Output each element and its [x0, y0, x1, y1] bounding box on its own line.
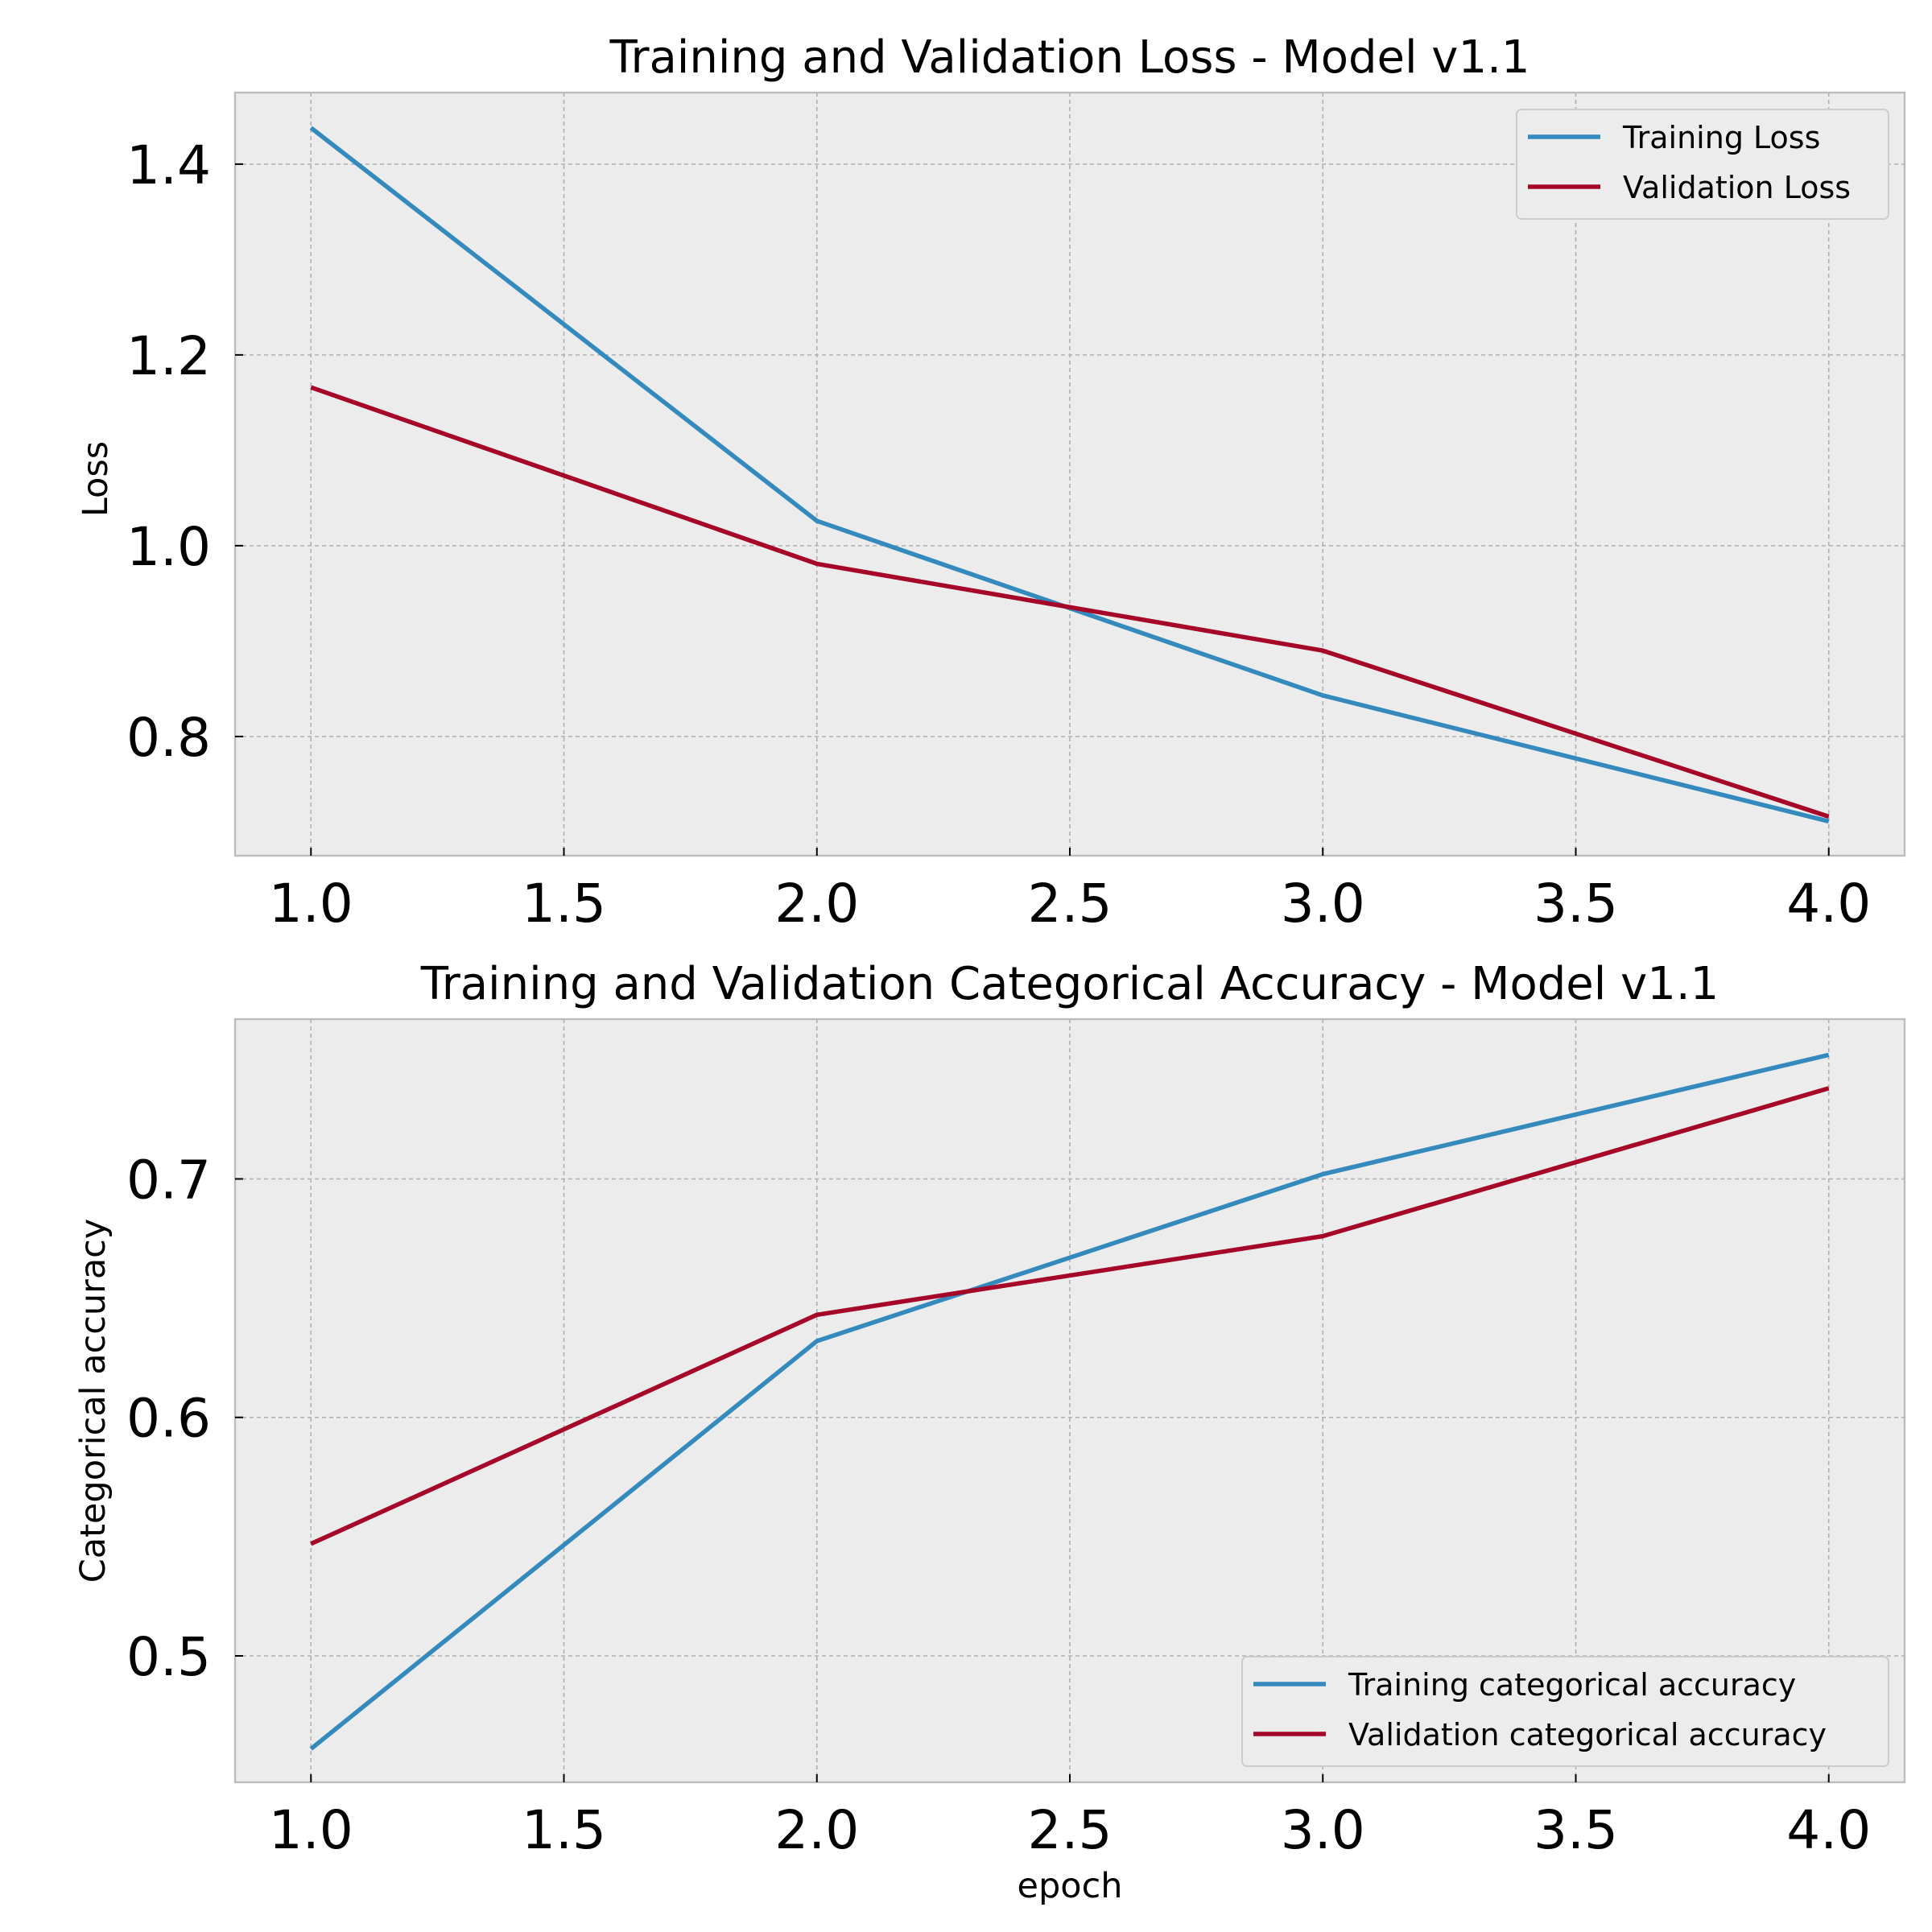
loss-y-tick-label: 0.8 — [126, 707, 211, 769]
loss-ticks: 1.0 1.5 2.0 2.5 3.0 3.5 4.0 0.8 1.0 1.2 1.4 — [126, 134, 1871, 935]
loss-series-group — [309, 126, 1830, 824]
accuracy-y-tick-label: 0.5 — [126, 1626, 211, 1688]
accuracy-x-tick-label: 4.0 — [1786, 1799, 1871, 1861]
accuracy-x-tick-label: 2.5 — [1028, 1799, 1113, 1861]
legend-label-training-accuracy: Training categorical accuracy — [1348, 1667, 1796, 1703]
accuracy-x-tick-label: 2.0 — [774, 1799, 859, 1861]
accuracy-legend-box — [1241, 1656, 1889, 1767]
loss-x-tick-label: 1.0 — [269, 873, 353, 935]
accuracy-x-tick-label: 3.0 — [1281, 1799, 1365, 1861]
accuracy-x-axis-label: epoch — [1018, 1866, 1123, 1906]
series-line-validation-categorical-accuracy — [310, 1086, 1830, 1546]
loss-x-tick-label: 3.0 — [1281, 873, 1365, 935]
loss-x-tick-label: 1.5 — [522, 873, 606, 935]
legend-label-validation-accuracy: Validation categorical accuracy — [1348, 1717, 1827, 1752]
accuracy-x-tick-label: 3.5 — [1534, 1799, 1618, 1861]
accuracy-y-tick-label: 0.7 — [126, 1149, 211, 1211]
loss-legend-box — [1516, 109, 1889, 220]
loss-x-tick-label: 2.5 — [1028, 873, 1113, 935]
legend-label-validation-loss: Validation Loss — [1623, 170, 1851, 205]
loss-legend: Training Loss Validation Loss — [1516, 109, 1889, 220]
accuracy-ticks: 1.0 1.5 2.0 2.5 3.0 3.5 4.0 0.5 0.6 0.7 — [126, 1149, 1871, 1861]
series-line-validation-loss — [310, 385, 1830, 819]
accuracy-panel: 1.0 1.5 2.0 2.5 3.0 3.5 4.0 0.5 0.6 0.7 Training … — [73, 958, 1906, 1906]
loss-y-tick-label: 1.0 — [126, 516, 211, 578]
loss-x-tick-label: 4.0 — [1786, 873, 1871, 935]
accuracy-title: Training and Validation Categorical Accu… — [420, 958, 1719, 1010]
accuracy-y-axis-label: Categorical accuracy — [73, 1219, 114, 1583]
accuracy-x-tick-label: 1.5 — [522, 1799, 606, 1861]
loss-x-tick-label: 2.0 — [774, 873, 859, 935]
loss-y-axis-label: Loss — [76, 441, 116, 517]
legend-label-training-loss: Training Loss — [1622, 120, 1820, 155]
accuracy-legend: Training categorical accuracy Validation… — [1241, 1656, 1889, 1767]
loss-panel: 1.0 1.5 2.0 2.5 3.0 3.5 4.0 0.8 1.0 1.2 1.4 Traini… — [76, 31, 1906, 935]
loss-y-tick-label: 1.2 — [126, 325, 211, 387]
accuracy-x-tick-label: 1.0 — [269, 1799, 353, 1861]
accuracy-y-tick-label: 0.6 — [126, 1388, 211, 1450]
loss-x-tick-label: 3.5 — [1534, 873, 1618, 935]
series-line-training-categorical-accuracy — [309, 1052, 1830, 1751]
loss-y-tick-label: 1.4 — [126, 134, 211, 196]
accuracy-series-group — [309, 1052, 1830, 1751]
accuracy-grid — [235, 1019, 1905, 1782]
loss-title: Training and Validation Loss - Model v1.… — [609, 31, 1530, 84]
